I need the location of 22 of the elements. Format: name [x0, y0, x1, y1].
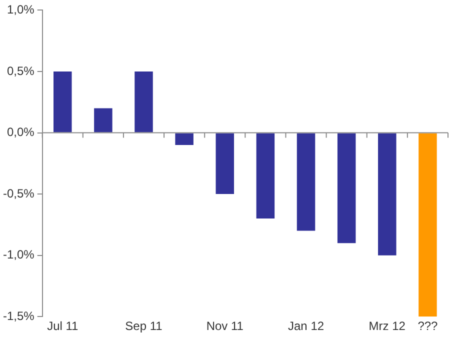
bar — [216, 133, 234, 194]
bar — [175, 133, 194, 146]
bar — [378, 133, 396, 256]
x-tick-label: ??? — [418, 319, 438, 334]
bar — [256, 133, 275, 219]
y-tick-label: 0,0% — [6, 125, 35, 140]
x-tick-label: Jan 12 — [288, 319, 324, 334]
y-tick-label: -1,0% — [2, 248, 35, 262]
y-tick-label: 0,5% — [6, 64, 35, 78]
y-tick-label: -0,5% — [2, 186, 35, 200]
bar — [94, 108, 112, 132]
x-tick-label: Nov 11 — [206, 319, 244, 334]
bar — [54, 71, 72, 132]
bar — [337, 133, 356, 244]
bar — [134, 71, 153, 132]
y-tick-label: -1,5% — [2, 308, 35, 323]
x-tick-label: Mrz 12 — [368, 319, 406, 334]
x-tick-label: Jul 11 — [47, 319, 79, 334]
bar — [296, 133, 316, 231]
y-tick-label: 1,0% — [6, 2, 35, 17]
x-tick-label: Sep 11 — [125, 319, 163, 334]
bar — [418, 133, 437, 317]
